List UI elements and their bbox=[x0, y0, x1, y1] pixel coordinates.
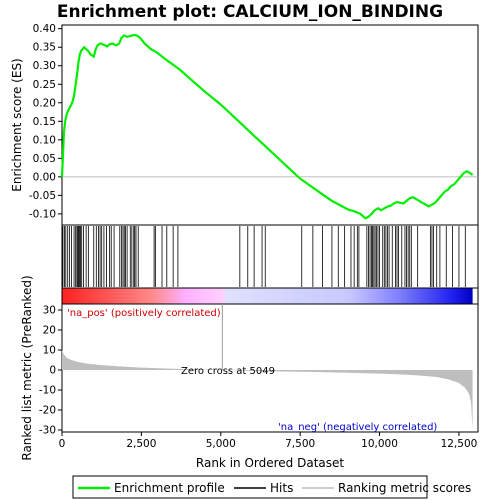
x-tick-label: 12,500 bbox=[441, 438, 478, 450]
hits-panel bbox=[61, 224, 479, 289]
legend-profile-label: Enrichment profile bbox=[114, 481, 225, 495]
es-plot-area bbox=[61, 24, 479, 226]
legend-hits-label: Hits bbox=[270, 481, 293, 495]
es-ytick-label: 0.05 bbox=[33, 153, 56, 165]
x-tick-label: 5,000 bbox=[206, 438, 236, 450]
es-ytick-label: 0.30 bbox=[33, 60, 56, 72]
x-tick-label: 2,500 bbox=[126, 438, 156, 450]
x-axis-label: Rank in Ordered Dataset bbox=[196, 456, 344, 470]
legend-metric-label: Ranking metric scores bbox=[338, 481, 471, 495]
es-ytick-label: -0.05 bbox=[29, 190, 56, 202]
metric-panel: -30 -20 -10 0 10 20 30 'na_pos' (positively co… bbox=[20, 275, 479, 461]
es-y-axis: -0.10 -0.05 0.00 0.05 0.10 0.15 0.20 0.25 0.30 0.… bbox=[29, 23, 478, 220]
x-axis: 0 2,500 5,000 7,500 10,000 12,500 bbox=[59, 432, 478, 450]
metric-ylabel: Ranked list metric (PreRanked) bbox=[20, 275, 34, 460]
es-ylabel: Enrichment score (ES) bbox=[10, 58, 24, 191]
es-ytick-label: 0.35 bbox=[33, 42, 56, 54]
es-ytick-label: 0.10 bbox=[33, 134, 56, 146]
es-ytick-label: 0.40 bbox=[33, 23, 56, 35]
es-ytick-label: 0.00 bbox=[33, 171, 56, 183]
x-tick-label: 0 bbox=[59, 438, 66, 450]
chart-title: Enrichment plot: CALCIUM_ION_BINDING bbox=[57, 2, 443, 22]
es-ytick-label: 0.20 bbox=[33, 97, 56, 109]
legend-box bbox=[72, 475, 428, 499]
rank-color-bar bbox=[62, 288, 473, 304]
enrichment-profile-line bbox=[60, 33, 474, 220]
pos-label: 'na_pos' (positively correlated) bbox=[67, 308, 221, 319]
ranking-metric-area bbox=[62, 350, 473, 430]
legend: Enrichment profile Hits Ranking metric s… bbox=[72, 475, 471, 499]
metric-y-axis: -30 -20 -10 0 10 20 30 bbox=[39, 305, 62, 437]
es-panel: -0.10 -0.05 0.00 0.05 0.10 0.15 0.20 0.25 0.30 0.… bbox=[10, 23, 479, 226]
x-tick-label: 7,500 bbox=[285, 438, 315, 450]
metric-ytick-label: 10 bbox=[43, 345, 56, 357]
zero-cross-label: Zero cross at 5049 bbox=[181, 366, 275, 377]
metric-ytick-label: -20 bbox=[39, 405, 56, 417]
es-ytick-label: 0.15 bbox=[33, 116, 56, 128]
neg-label: 'na_neg' (negatively correlated) bbox=[278, 422, 437, 433]
metric-ytick-label: 30 bbox=[43, 305, 56, 317]
hits-plot-area bbox=[61, 224, 479, 289]
x-tick-label: 10,000 bbox=[361, 438, 398, 450]
metric-ytick-label: -10 bbox=[39, 385, 56, 397]
metric-ytick-label: 20 bbox=[43, 325, 56, 337]
metric-ytick-label: -30 bbox=[39, 425, 56, 437]
hit-marks bbox=[62, 226, 466, 287]
es-ytick-label: -0.10 bbox=[29, 208, 56, 220]
metric-ytick-label: 0 bbox=[49, 365, 56, 377]
es-ytick-label: 0.25 bbox=[33, 79, 56, 91]
